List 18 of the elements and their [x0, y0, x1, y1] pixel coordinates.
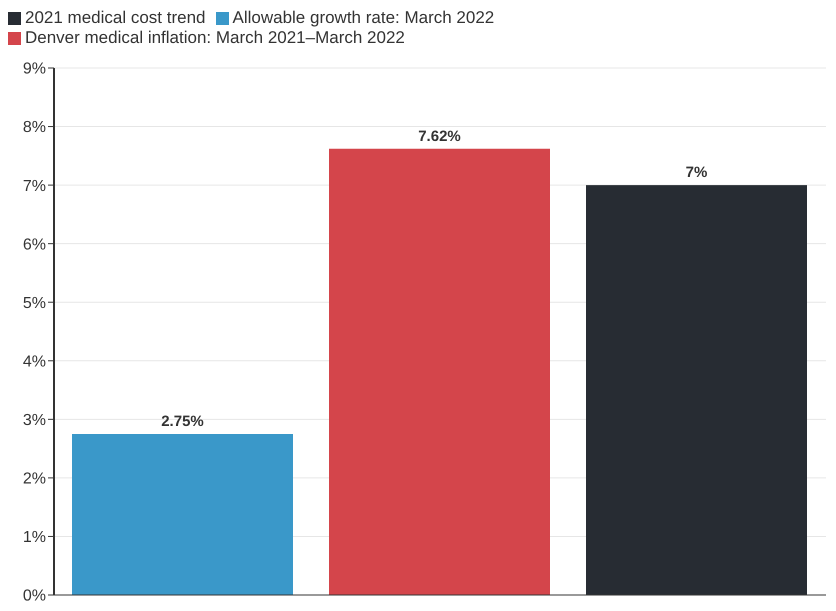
data-label: 7% [686, 164, 708, 182]
y-tick-label: 6% [22, 236, 46, 254]
y-tick-label: 9% [22, 60, 46, 78]
data-label: 2.75% [161, 412, 204, 430]
y-tick-label: 2% [22, 470, 46, 488]
legend-label: Denver medical inflation: March 2021–March 2022 [25, 28, 405, 47]
y-tick-label: 0% [22, 588, 46, 605]
y-tick-label: 8% [22, 119, 46, 136]
bar [329, 148, 550, 595]
y-tick-label: 4% [22, 353, 46, 370]
bar [72, 434, 293, 595]
y-tick-label: 1% [22, 529, 46, 546]
y-tick-label: 5% [22, 294, 46, 312]
y-tick-label: 3% [22, 412, 46, 430]
legend-label: 2021 medical cost trend [25, 8, 206, 27]
y-tick-label: 7% [22, 178, 46, 195]
legend-label: Allowable growth rate: March 2022 [232, 8, 494, 27]
data-label: 7.62% [418, 128, 461, 145]
